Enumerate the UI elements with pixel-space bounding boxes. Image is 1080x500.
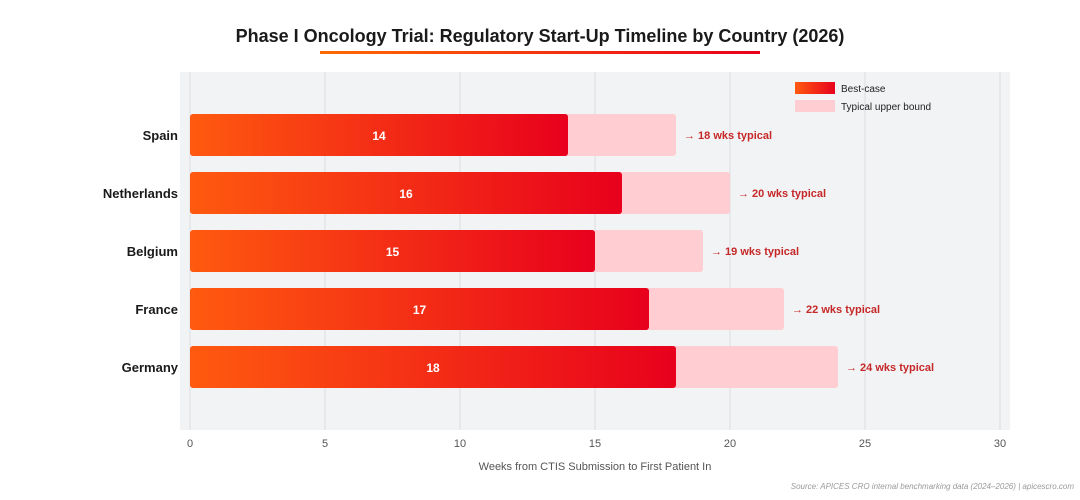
x-tick-label: 30 xyxy=(994,438,1006,450)
bar-best-case xyxy=(190,288,649,330)
y-tick-label: Netherlands xyxy=(103,186,178,201)
bar-best-case xyxy=(190,230,595,272)
annotation-typical: → 19 wks typical xyxy=(711,246,799,258)
data-label-best-case: 15 xyxy=(386,245,400,259)
legend-label-typical: Typical upper bound xyxy=(841,102,931,113)
bar-best-case xyxy=(190,346,676,388)
data-label-best-case: 14 xyxy=(372,129,386,143)
x-axis-label: Weeks from CTIS Submission to First Pati… xyxy=(479,461,712,473)
title-underline xyxy=(320,51,760,54)
x-tick-label: 25 xyxy=(859,438,871,450)
legend: Best-case Typical upper bound xyxy=(795,82,931,113)
chart-source: Source: APICES CRO internal benchmarking… xyxy=(790,482,1074,491)
y-tick-label: Belgium xyxy=(127,244,178,259)
annotation-typical: → 22 wks typical xyxy=(792,304,880,316)
y-tick-label: Germany xyxy=(122,360,179,375)
x-tick-label: 15 xyxy=(589,438,601,450)
annotation-typical: → 18 wks typical xyxy=(684,130,772,142)
bar-best-case xyxy=(190,172,622,214)
chart-title: Phase I Oncology Trial: Regulatory Start… xyxy=(235,26,845,46)
legend-swatch-typical xyxy=(795,100,835,112)
x-tick-label: 5 xyxy=(322,438,328,450)
x-tick-label: 10 xyxy=(454,438,466,450)
annotation-typical: → 20 wks typical xyxy=(738,188,826,200)
legend-swatch-best-case xyxy=(795,82,835,94)
data-label-best-case: 16 xyxy=(399,187,413,201)
bars xyxy=(190,114,838,388)
data-label-best-case: 17 xyxy=(413,303,427,317)
labels: Spain 14 → 18 wks typical Netherlands 16 → 20… xyxy=(103,128,934,375)
legend-label-best-case: Best-case xyxy=(841,84,886,95)
y-tick-label: France xyxy=(135,302,178,317)
x-tick-label: 0 xyxy=(187,438,193,450)
data-label-best-case: 18 xyxy=(426,361,440,375)
y-tick-label: Spain xyxy=(143,128,178,143)
bar-best-case xyxy=(190,114,568,156)
x-tick-label: 20 xyxy=(724,438,736,450)
annotation-typical: → 24 wks typical xyxy=(846,362,934,374)
